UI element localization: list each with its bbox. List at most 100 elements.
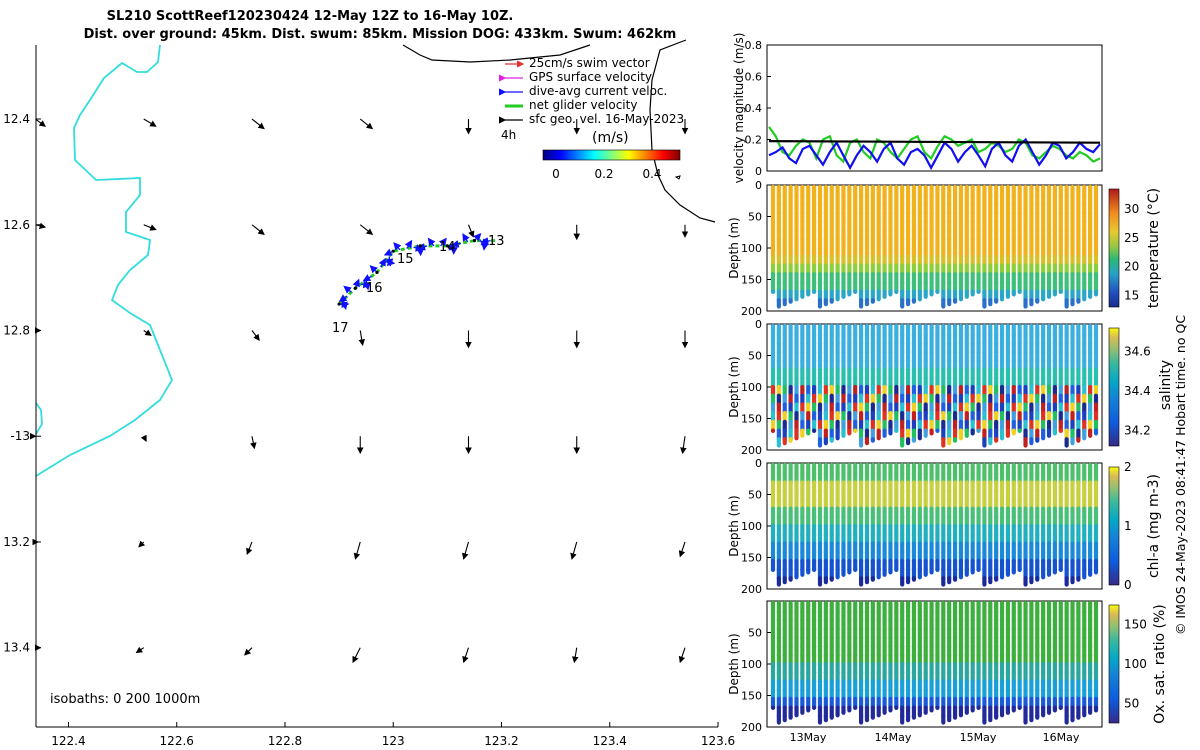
velocity-series-line [768, 140, 1101, 144]
dive-avg-current-arrow [417, 243, 428, 251]
oxygen-section: 50 100 150 200 Depth (m) 50 100 150 [727, 600, 1147, 734]
dive-avg-current-arrow [362, 274, 372, 282]
isobath-small-loop [674, 175, 681, 180]
velocity-ytick-label: 0.6 [745, 71, 763, 84]
colorbar-tick-label: 150 [1124, 618, 1147, 632]
legend-sfc-geo-velocity: sfc geo. vel. 16-May-2023 [529, 112, 684, 126]
chart-title-line2: Dist. over ground: 45km. Dist. swum: 85k… [83, 27, 677, 42]
temperature-section: 0 50 100 150 200 Depth (m) 15 20 25 30 [727, 179, 1139, 318]
legend-dive-avg-current: dive-avg current veloc. [529, 84, 667, 98]
colorbar-tick-label: 20 [1124, 260, 1139, 274]
isobath-legend: isobaths: 0 200 1000m [50, 692, 200, 707]
glider-track [337, 232, 497, 310]
map-panel: 122.4 122.6 122.8 123 123.2 123.4 123.6 12.412… [3, 39, 735, 748]
section-colorbar [1108, 327, 1120, 447]
velocity-series-line [768, 126, 1101, 164]
section-colorbar [1108, 604, 1120, 724]
dive-avg-current-arrow [438, 237, 447, 247]
map-xtick-label: 123.6 [701, 734, 735, 748]
velocity-ytick-label: 0 [755, 165, 762, 178]
track-point [391, 249, 395, 253]
current-vector-arrow [678, 647, 686, 664]
dive-avg-current-arrow [462, 233, 470, 243]
current-vector-field [32, 118, 689, 664]
section-ylabel: Depth (m) [727, 633, 741, 694]
map-cb-tick-1: 0.2 [594, 167, 613, 181]
section-colorbar [1108, 466, 1120, 586]
map-ytick-label: 12.4 [3, 112, 30, 126]
day-label-16: 16 [366, 281, 383, 296]
day-label-17: 17 [332, 321, 349, 336]
dive-avg-current-arrow [427, 237, 436, 247]
dive-avg-current-arrow [338, 294, 348, 302]
dive-avg-current-arrow [393, 242, 402, 251]
dive-avg-current-arrow [362, 280, 371, 291]
dive-avg-current-arrow [385, 256, 394, 267]
section-ytick-label: 50 [748, 350, 762, 363]
salinity-section: 0 50 100 150 200 Depth (m) 34.2 34.4 34.6 [727, 318, 1151, 457]
current-vector-arrow [358, 330, 365, 346]
map-colorbar [542, 149, 681, 161]
track-point [375, 270, 379, 274]
current-vector-arrow [570, 541, 578, 560]
section-ylabel: Depth (m) [727, 356, 741, 417]
dive-avg-current-arrow [404, 239, 413, 249]
colorbar-tick-label: 34.4 [1124, 384, 1151, 398]
current-vector-arrow [352, 647, 361, 664]
velocity-panel: 0 0.2 0.4 0.6 0.8 velocity magnitude (m/s) [732, 33, 1103, 183]
salinity-cb-label: salinity [1158, 360, 1174, 410]
map-ytick-label: 13.4 [3, 641, 30, 655]
section-ytick-label: 100 [741, 658, 762, 671]
current-vector-arrow [244, 647, 253, 656]
coastline-isobath-0 [35, 44, 174, 477]
velocity-series-line [768, 137, 1101, 171]
current-vector-arrow [462, 647, 470, 664]
dive-avg-current-arrow [378, 257, 386, 268]
section-ylabel: Depth (m) [727, 495, 741, 556]
current-vector-arrow [251, 330, 260, 341]
xtick-14may: 14May [875, 731, 912, 744]
current-vector-arrow [35, 222, 47, 230]
map-xtick-label: 123 [382, 734, 405, 748]
section-ytick-label: 100 [741, 381, 762, 394]
section-ytick-label: 200 [741, 583, 762, 596]
map-xtick-label: 122.6 [160, 734, 194, 748]
section-ytick-label: 50 [748, 489, 762, 502]
section-ytick-label: 0 [755, 457, 762, 470]
map-legend: 25cm/s swim vector GPS surface velocity … [499, 56, 684, 181]
current-vector-arrow [680, 436, 687, 455]
oxygen-cb-label: Ox. sat. ratio (%) [1152, 604, 1168, 723]
net-glider-track-line [338, 239, 497, 306]
velocity-series [768, 126, 1101, 171]
map-ytick-label: 12.8 [3, 323, 30, 337]
chla-cb-label: chl-a (mg m-3) [1146, 474, 1162, 578]
map-xtick-label: 123.4 [593, 734, 627, 748]
chart-title-line1: SL210 ScottReef120230424 12-May 12Z to 1… [106, 9, 514, 24]
temperature-cb-label: temperature (°C) [1146, 188, 1162, 308]
current-vector-arrow [251, 224, 265, 236]
section-ytick-label: 150 [741, 552, 762, 565]
section-ytick-label: 50 [748, 211, 762, 224]
section-ytick-label: 200 [741, 305, 762, 318]
chla-section: 0 50 100 150 200 Depth (m) 0 1 2 [727, 457, 1132, 596]
current-vector-arrow [250, 436, 257, 450]
section-ytick-label: 150 [741, 274, 762, 287]
current-vector-arrow [138, 540, 146, 548]
xtick-16may: 16May [1043, 731, 1080, 744]
section-ytick-label: 50 [748, 627, 762, 640]
map-colorbar-label: (m/s) [592, 130, 629, 146]
dive-avg-current-arrow [450, 240, 462, 248]
current-vector-arrow [359, 224, 374, 236]
current-vector-arrow [353, 541, 361, 560]
dive-avg-current-arrow [480, 237, 491, 245]
current-vector-arrow [246, 541, 253, 555]
section-ytick-label: 200 [741, 444, 762, 457]
track-point [445, 244, 449, 248]
legend-swim-vector: 25cm/s swim vector [529, 56, 650, 70]
map-ytick-label: 12.6 [3, 218, 30, 232]
current-vector-arrow [140, 434, 147, 443]
track-point [337, 302, 341, 306]
scale-label-4h: 4h [501, 128, 516, 142]
current-vector-arrow [467, 224, 475, 238]
